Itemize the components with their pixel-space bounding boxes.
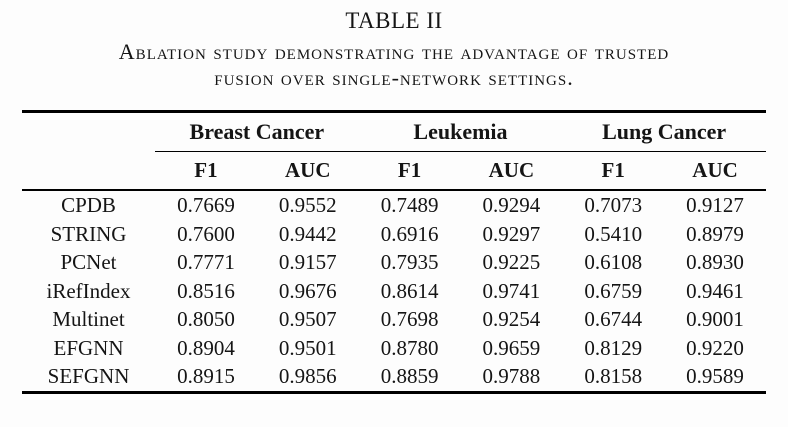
metric-value: 0.8904 — [177, 335, 235, 360]
row-label: CPDB — [61, 193, 116, 217]
table-caption-block: TABLE II Ablation study demonstrating th… — [0, 0, 788, 91]
metric-value: 0.9442 — [278, 221, 337, 246]
metric-value: 0.8930 — [686, 250, 744, 274]
table-row: CPDB 0.7669 0.9552 0.7489 0.9294 0.7073 … — [22, 190, 766, 220]
header-stub-cell — [22, 151, 156, 191]
col-header-auc: AUC — [460, 151, 563, 191]
header-stub-cell — [22, 112, 155, 152]
metric-value: 0.9461 — [686, 278, 744, 303]
metric-value: 0.8979 — [686, 221, 744, 246]
table-row: EFGNN 0.8904 0.9501 0.8780 0.9659 0.8129… — [22, 334, 766, 363]
metric-value: 0.8129 — [584, 335, 643, 360]
metric-value: 0.9856 — [278, 364, 337, 388]
metric-value: 0.7698 — [380, 307, 439, 331]
metric-value: 0.9501 — [278, 335, 337, 360]
column-group-row: Breast Cancer Leukemia Lung Cancer — [22, 111, 766, 152]
col-header-f1: F1 — [358, 151, 461, 191]
metric-value: 0.9001 — [686, 307, 744, 331]
metric-value: 0.8915 — [177, 364, 235, 388]
row-label: STRING — [50, 221, 127, 246]
metric-value: 0.6744 — [584, 307, 643, 331]
metric-value: 0.6759 — [584, 278, 643, 303]
col-header-auc: AUC — [664, 151, 766, 191]
table-row: iRefIndex 0.8516 0.9676 0.8614 0.9741 0.… — [22, 277, 766, 306]
metric-value: 0.7669 — [177, 193, 235, 217]
metric-value: 0.8516 — [177, 278, 235, 303]
column-group-breast-cancer: Breast Cancer — [155, 111, 359, 152]
table-row: SEFGNN 0.8915 0.9856 0.8859 0.9788 0.815… — [22, 362, 766, 392]
table-row: STRING 0.7600 0.9442 0.6916 0.9297 0.541… — [22, 220, 766, 249]
row-label: SEFGNN — [47, 364, 130, 388]
metric-value: 0.7489 — [380, 193, 439, 217]
metric-value: 0.9294 — [482, 193, 541, 217]
metric-value: 0.9254 — [482, 307, 541, 331]
metric-value: 0.8158 — [584, 364, 643, 388]
column-group-leukemia: Leukemia — [358, 111, 563, 152]
metric-value: 0.9297 — [482, 221, 541, 246]
metric-value: 0.8780 — [380, 335, 439, 360]
ablation-results-table: Breast Cancer Leukemia Lung Cancer F1 AU… — [22, 110, 766, 394]
col-header-f1: F1 — [562, 151, 665, 191]
metric-value: 0.9507 — [278, 307, 337, 331]
metric-value: 0.7073 — [584, 193, 643, 217]
row-label: Multinet — [52, 307, 125, 331]
table-number-label: TABLE II — [345, 8, 443, 33]
metric-value: 0.7600 — [177, 221, 235, 246]
metric-value: 0.7935 — [380, 250, 439, 274]
metric-value: 0.9741 — [482, 278, 541, 303]
col-header-auc: AUC — [256, 151, 359, 191]
metric-value: 0.9157 — [278, 250, 337, 274]
col-header-f1: F1 — [155, 151, 257, 191]
metric-header-row: F1 AUC F1 AUC F1 AUC — [22, 151, 766, 191]
metric-value: 0.9659 — [482, 335, 541, 360]
table-row: Multinet 0.8050 0.9507 0.7698 0.9254 0.6… — [22, 305, 766, 334]
metric-value: 0.8614 — [380, 278, 439, 303]
metric-value: 0.9589 — [686, 364, 744, 388]
table-caption-line-2: fusion over single-network settings. — [214, 65, 574, 90]
metric-value: 0.9788 — [482, 364, 541, 388]
metric-value: 0.8050 — [177, 307, 235, 331]
metric-value: 0.5410 — [584, 221, 643, 246]
column-group-lung-cancer: Lung Cancer — [562, 111, 766, 152]
row-label: iRefIndex — [46, 278, 131, 303]
metric-value: 0.7771 — [177, 250, 235, 274]
metric-value: 0.9552 — [278, 193, 337, 217]
metric-value: 0.6916 — [380, 221, 439, 246]
metric-value: 0.9220 — [686, 335, 744, 360]
row-label: EFGNN — [53, 335, 124, 360]
metric-value: 0.9676 — [278, 278, 337, 303]
table-row: PCNet 0.7771 0.9157 0.7935 0.9225 0.6108… — [22, 248, 766, 277]
metric-value: 0.6108 — [584, 250, 643, 274]
metric-value: 0.9225 — [482, 250, 541, 274]
metric-value: 0.9127 — [686, 193, 744, 217]
row-label: PCNet — [60, 250, 117, 274]
table-caption-line-1: Ablation study demonstrating the advanta… — [118, 39, 670, 64]
table-caption: Ablation study demonstrating the advanta… — [0, 39, 788, 91]
metric-value: 0.8859 — [380, 364, 439, 388]
